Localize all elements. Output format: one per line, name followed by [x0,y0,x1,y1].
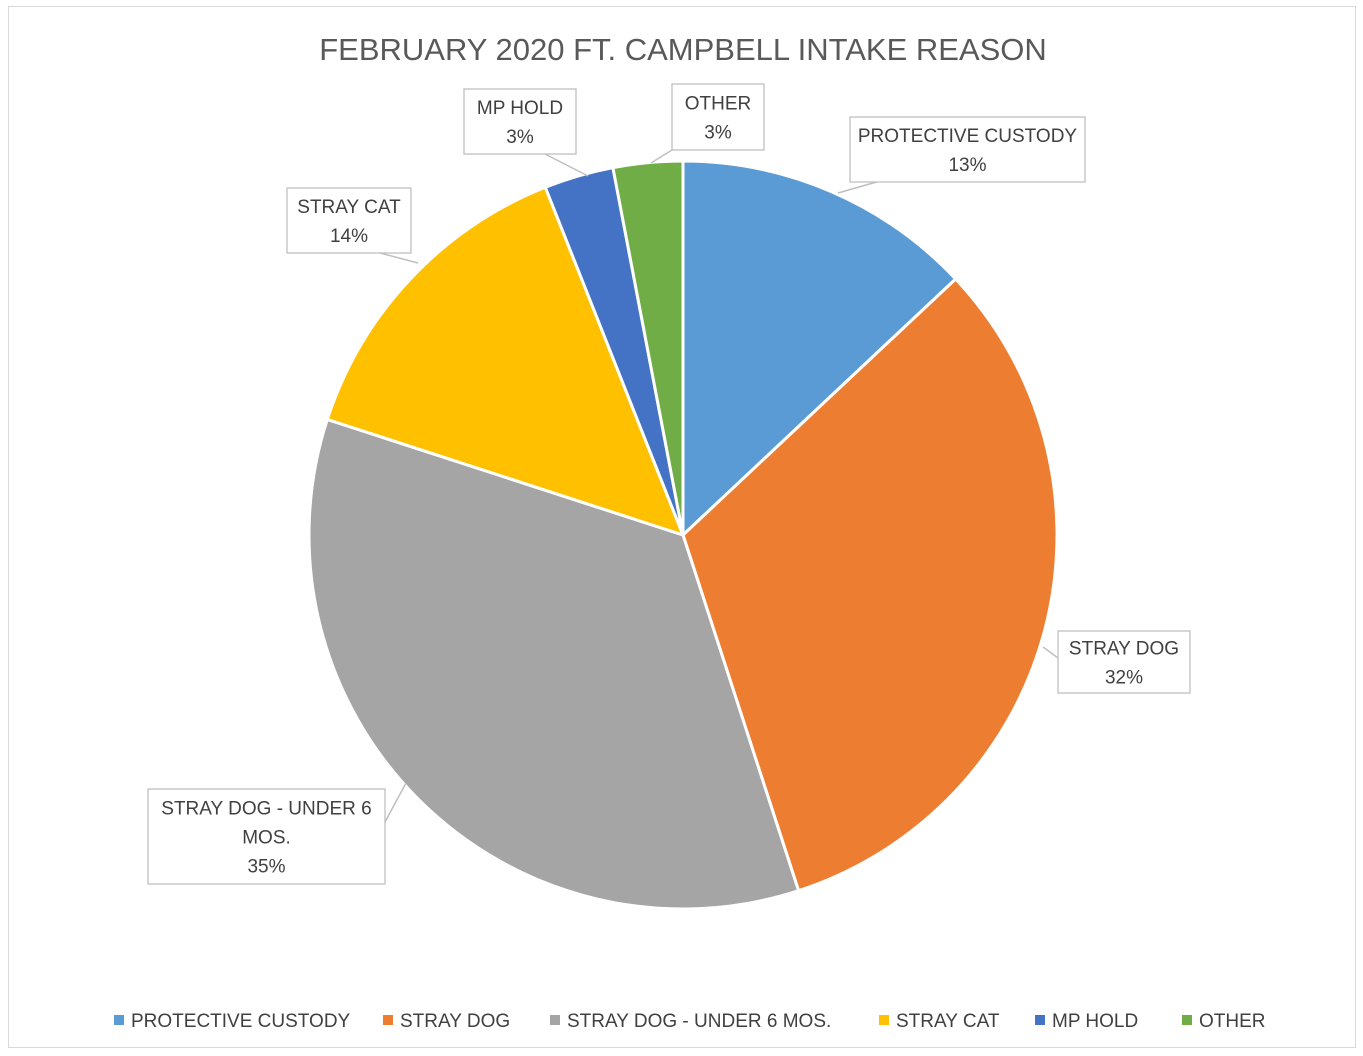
legend-item-stray-cat: STRAY CAT [879,1011,1000,1032]
legend-swatch [114,1015,124,1025]
legend-swatch [550,1015,560,1025]
legend-item-protective-custody: PROTECTIVE CUSTODY [114,1011,351,1032]
data-label-text-mp-hold: MP HOLD [477,98,563,119]
legend-label: OTHER [1199,1011,1266,1032]
legend-swatch [879,1015,889,1025]
data-label-text-stray-dog: STRAY DOG [1069,639,1179,660]
legend-label: PROTECTIVE CUSTODY [131,1011,351,1032]
data-label-stray-dog-under-6-mos: STRAY DOG - UNDER 6 MOS. 35% [148,789,385,884]
leader-line-stray-dog-under-6-mos [385,783,406,822]
data-label-mp-hold: MP HOLD 3% [464,89,576,154]
legend-label: MP HOLD [1052,1011,1138,1032]
pie-slices [309,161,1057,909]
data-label-text-protective-custody: PROTECTIVE CUSTODY [858,126,1078,147]
data-label-stray-dog: STRAY DOG 32% [1058,631,1190,693]
data-label-text-stray-dog-under-6-mos: 35% [247,857,285,878]
data-label-text-protective-custody: 13% [948,155,986,176]
legend-swatch [1035,1015,1045,1025]
data-label-text-stray-cat: 14% [330,226,368,247]
leader-line-protective-custody [838,181,880,193]
legend-item-stray-dog: STRAY DOG [383,1011,510,1032]
data-label-text-other: 3% [704,123,732,144]
chart-title: FEBRUARY 2020 FT. CAMPBELL INTAKE REASON [319,32,1047,67]
data-label-text-stray-dog-under-6-mos: MOS. [242,828,291,849]
data-label-protective-custody: PROTECTIVE CUSTODY 13% [850,117,1085,182]
data-label-text-stray-dog: 32% [1105,668,1143,689]
legend-label: STRAY DOG [400,1011,510,1032]
legend-item-mp-hold: MP HOLD [1035,1011,1138,1032]
data-label-text-stray-cat: STRAY CAT [297,197,401,218]
legend: PROTECTIVE CUSTODY STRAY DOG STRAY DOG - U… [114,1011,1266,1032]
leader-line-mp-hold [545,154,588,176]
leader-line-stray-cat [380,253,418,263]
legend-label: STRAY CAT [896,1011,1000,1032]
legend-item-other: OTHER [1182,1011,1266,1032]
data-label-stray-cat: STRAY CAT 14% [287,188,411,253]
data-label-text-other: OTHER [685,94,752,115]
legend-label: STRAY DOG - UNDER 6 MOS. [567,1011,831,1032]
legend-swatch [383,1015,393,1025]
data-label-text-stray-dog-under-6-mos: STRAY DOG - UNDER 6 [161,799,371,820]
data-label-text-mp-hold: 3% [506,127,534,148]
legend-swatch [1182,1015,1192,1025]
leader-line-stray-dog [1043,647,1058,658]
legend-item-stray-dog-under-6-mos: STRAY DOG - UNDER 6 MOS. [550,1011,831,1032]
data-label-other: OTHER 3% [672,84,764,150]
